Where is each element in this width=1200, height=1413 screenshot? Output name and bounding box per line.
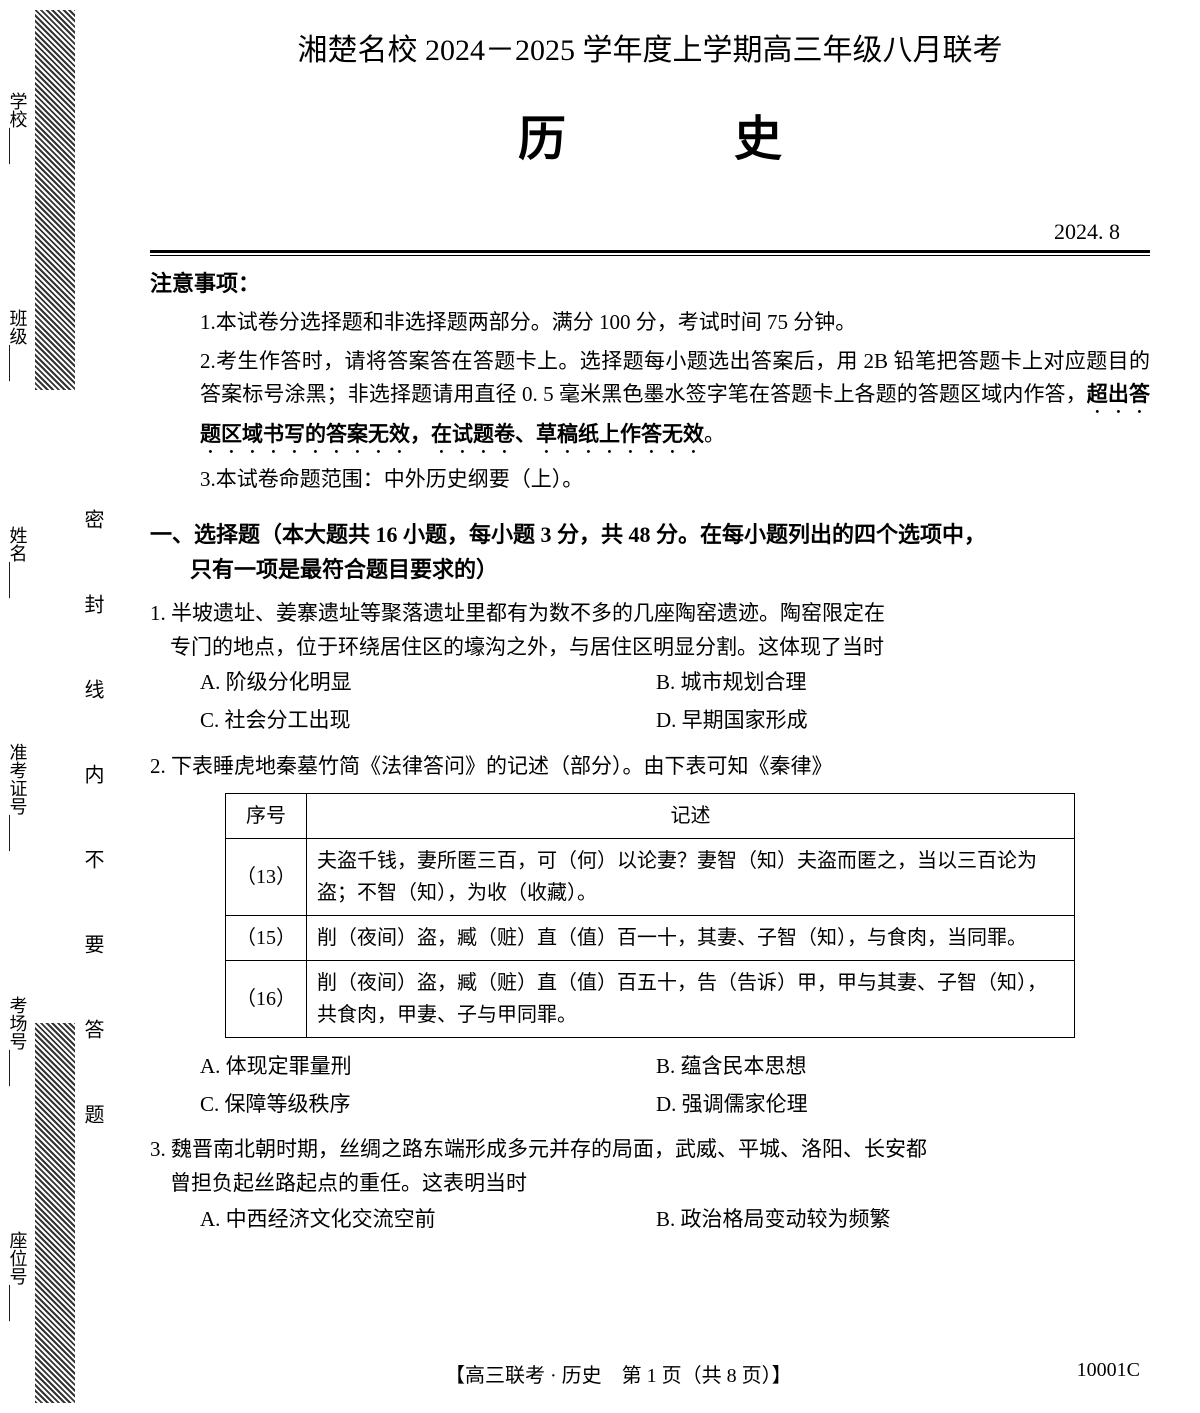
section1-header: 一、选择题（本大题共 16 小题，每小题 3 分，共 48 分。在每小题列出的四… (150, 517, 1150, 587)
exam-title: 湘楚名校 2024－2025 学年度上学期高三年级八月联考 (150, 25, 1150, 69)
q2-option-c: C. 保障等级秩序 (200, 1086, 656, 1124)
page-footer: 【高三联考 · 历史 第 1 页（共 8 页）】 10001C (130, 1359, 1170, 1388)
question-3: 3. 魏晋南北朝时期，丝绸之路东端形成多元并存的局面，武威、平城、洛阳、长安都 … (150, 1133, 1150, 1238)
notice-list: 1.本试卷分选择题和非选择题两部分。满分 100 分，考试时间 75 分钟。 2… (150, 306, 1150, 497)
table-row: （16） 削（夜间）盗，臧（赃）直（值）百五十，告（告诉）甲，甲与其妻、子智（知… (226, 961, 1075, 1038)
label-seat: 座位号____ (5, 1231, 31, 1321)
q2-option-b: B. 蕴含民本思想 (656, 1048, 1112, 1086)
table-header-seq: 序号 (226, 794, 307, 839)
label-class: 班级____ (5, 309, 31, 381)
notice-item-2: 2.考生作答时，请将答案答在答题卡上。选择题每小题选出答案后，用 2B 铅笔把答… (200, 345, 1150, 459)
q1-option-d: D. 早期国家形成 (656, 702, 1112, 740)
q2-option-d: D. 强调儒家伦理 (656, 1086, 1112, 1124)
question-2: 2. 下表睡虎地秦墓竹简《法律答问》的记述（部分）。由下表可知《秦律》 序号 记… (150, 750, 1150, 1124)
label-name: 姓名____ (5, 526, 31, 598)
exam-date: 2024. 8 (150, 219, 1150, 245)
question-1: 1. 半坡遗址、姜寨遗址等聚落遗址里都有为数不多的几座陶窑遗迹。陶窑限定在 专门… (150, 597, 1150, 739)
q2-option-a: A. 体现定罪量刑 (200, 1048, 656, 1086)
table-row: （13） 夫盗千钱，妻所匿三百，可（何）以论妻？妻智（知）夫盗而匿之，当以三百论… (226, 839, 1075, 916)
q1-option-b: B. 城市规划合理 (656, 664, 1112, 702)
table-header-desc: 记述 (307, 794, 1075, 839)
notice-section: 注意事项： 1.本试卷分选择题和非选择题两部分。满分 100 分，考试时间 75… (150, 266, 1150, 497)
q3-option-b: B. 政治格局变动较为频繁 (656, 1201, 1112, 1239)
q1-option-c: C. 社会分工出现 (200, 702, 656, 740)
footer-code: 10001C (1077, 1359, 1140, 1388)
q1-options: A. 阶级分化明显 B. 城市规划合理 C. 社会分工出现 D. 早期国家形成 (150, 664, 1150, 739)
notice-title: 注意事项： (150, 266, 1150, 298)
subject-title: 历 史 (150, 99, 1150, 169)
pattern-bottom (35, 1023, 75, 1403)
q3-option-a: A. 中西经济文化交流空前 (200, 1201, 656, 1239)
seal-line-text: 密 封 线 内 不 要 答 题 (75, 0, 110, 1413)
q3-options: A. 中西经济文化交流空前 B. 政治格局变动较为频繁 (150, 1201, 1150, 1239)
q1-option-a: A. 阶级分化明显 (200, 664, 656, 702)
label-room: 考场号____ (5, 996, 31, 1086)
pattern-top (35, 10, 75, 390)
label-school: 学校____ (5, 92, 31, 164)
pattern-decoration (35, 0, 75, 1413)
label-id: 准考证号____ (5, 743, 31, 851)
table-row: （15） 削（夜间）盗，臧（赃）直（值）百一十，其妻、子智（知），与食肉，当同罪… (226, 916, 1075, 961)
q2-options: A. 体现定罪量刑 B. 蕴含民本思想 C. 保障等级秩序 D. 强调儒家伦理 (150, 1048, 1150, 1123)
q2-table: 序号 记述 （13） 夫盗千钱，妻所匿三百，可（何）以论妻？妻智（知）夫盗而匿之… (225, 793, 1075, 1038)
notice-item-1: 1.本试卷分选择题和非选择题两部分。满分 100 分，考试时间 75 分钟。 (200, 306, 1150, 340)
student-info-labels: 学校____ 班级____ 姓名____ 准考证号____ 考场号____ 座位… (0, 0, 35, 1413)
binding-margin: 学校____ 班级____ 姓名____ 准考证号____ 考场号____ 座位… (0, 0, 110, 1413)
main-content: 湘楚名校 2024－2025 学年度上学期高三年级八月联考 历 史 2024. … (130, 0, 1170, 1273)
header-divider (150, 250, 1150, 256)
notice-item-3: 3.本试卷命题范围：中外历史纲要（上）。 (200, 463, 1150, 497)
footer-page-info: 【高三联考 · 历史 第 1 页（共 8 页）】 (160, 1359, 1077, 1388)
